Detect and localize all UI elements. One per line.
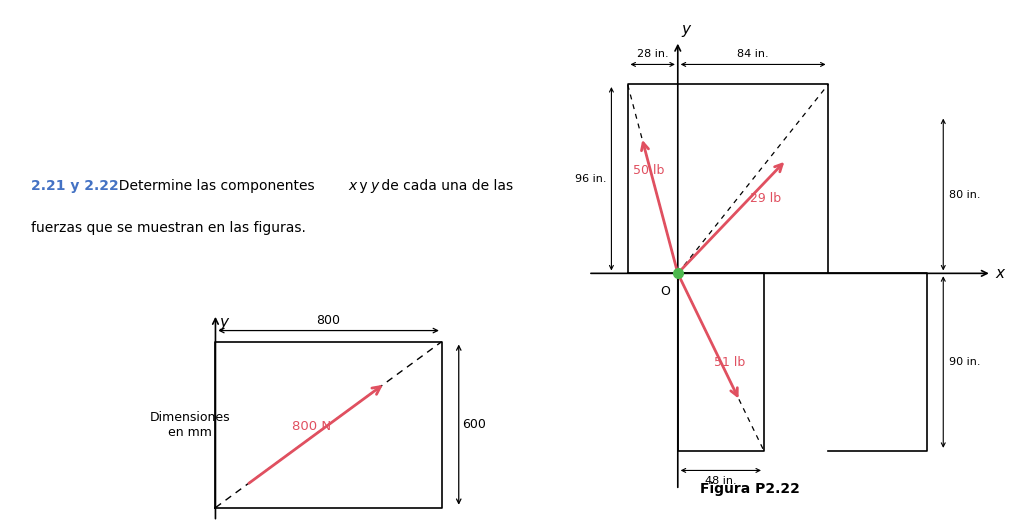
Text: 90 in.: 90 in. [948, 357, 980, 367]
Text: 48 in.: 48 in. [705, 476, 737, 486]
Text: 800: 800 [317, 314, 340, 327]
Text: Dimensiones
en mm: Dimensiones en mm [150, 411, 231, 438]
Text: 29 lb: 29 lb [749, 192, 781, 205]
Text: y: y [356, 179, 372, 192]
Text: de cada una de las: de cada una de las [377, 179, 514, 192]
Text: 84 in.: 84 in. [737, 48, 769, 58]
Text: x: x [995, 266, 1004, 281]
Text: 600: 600 [462, 418, 486, 431]
Text: x: x [348, 179, 357, 192]
Text: y: y [219, 315, 229, 330]
Text: 96 in.: 96 in. [575, 174, 606, 184]
Text: Figura P2.22: Figura P2.22 [700, 482, 800, 496]
Text: Problemas: Problemas [144, 39, 374, 77]
Text: 50 lb: 50 lb [633, 164, 664, 178]
Text: 80 in.: 80 in. [948, 190, 980, 200]
Text: 2.21 y 2.22: 2.21 y 2.22 [31, 179, 119, 192]
Text: Determine las componentes: Determine las componentes [111, 179, 319, 192]
Text: 51 lb: 51 lb [713, 356, 745, 368]
Text: 28 in.: 28 in. [637, 48, 668, 58]
Text: fuerzas que se muestran en las figuras.: fuerzas que se muestran en las figuras. [31, 221, 305, 235]
Text: y: y [371, 179, 379, 192]
Text: 800 N: 800 N [292, 419, 331, 433]
Text: y: y [682, 22, 691, 37]
Text: O: O [661, 285, 670, 298]
